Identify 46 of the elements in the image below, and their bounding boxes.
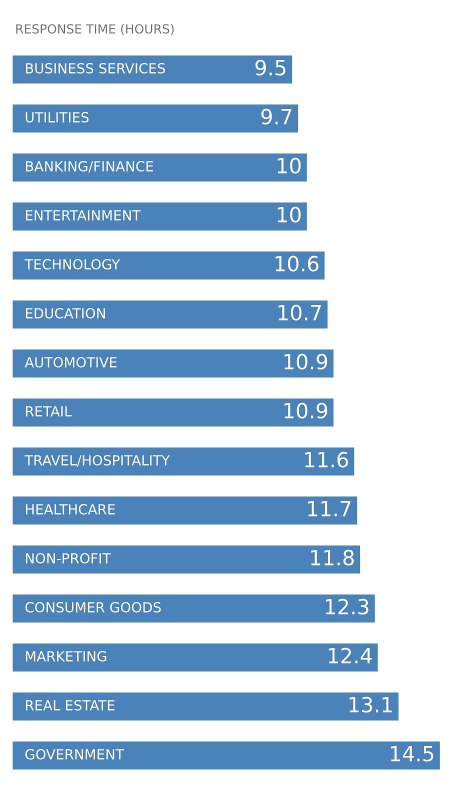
y-tick-label: NON-PROFIT <box>26 553 111 564</box>
data-label: 9.5 <box>255 60 286 76</box>
bar <box>12 348 335 379</box>
bar <box>12 495 359 526</box>
data-label: 11.8 <box>311 550 354 566</box>
data-label: 14.5 <box>390 746 434 762</box>
bar <box>12 544 362 575</box>
bar <box>12 54 294 85</box>
y-tick-label: GOVERNMENT <box>25 749 124 760</box>
chart-title: RESPONSE TIME (HOURS) <box>16 24 174 36</box>
y-tick-label: CONSUMER GOODS <box>25 602 161 613</box>
data-label: 13.1 <box>350 696 392 713</box>
y-tick-label: TECHNOLOGY <box>24 259 120 270</box>
data-label: 11.7 <box>308 501 350 516</box>
bar <box>12 642 380 673</box>
bar <box>12 299 329 330</box>
data-label: 10.9 <box>284 402 328 419</box>
y-tick-label: BUSINESS SERVICES <box>26 63 166 74</box>
y-tick-label: HEALTHCARE <box>26 504 115 515</box>
bar <box>12 593 376 624</box>
data-label: 9.7 <box>261 108 292 125</box>
bar <box>12 201 308 232</box>
y-tick-label: REAL ESTATE <box>26 700 114 711</box>
bar <box>12 152 308 183</box>
y-tick-label: MARKETING <box>26 651 106 662</box>
data-label: 10.6 <box>276 256 318 272</box>
data-label: 10 <box>278 158 301 174</box>
y-tick-label: ENTERTAINMENT <box>26 210 141 220</box>
data-label: 12.3 <box>326 598 368 615</box>
y-tick-label: EDUCATION <box>26 308 105 319</box>
y-tick-label: AUTOMOTIVE <box>24 357 117 368</box>
bar <box>12 250 326 281</box>
y-tick-label: TRAVEL/HOSPITALITY <box>24 455 170 467</box>
data-label: 12.4 <box>328 648 372 664</box>
bar <box>12 691 400 722</box>
y-tick-label: BANKING/FINANCE <box>26 161 154 173</box>
bar <box>12 740 442 771</box>
bar <box>12 397 335 428</box>
bar <box>12 103 300 134</box>
data-label: 11.6 <box>305 452 348 468</box>
data-label: 10.7 <box>278 304 321 321</box>
data-label: 10.9 <box>284 354 328 370</box>
y-tick-label: RETAIL <box>26 406 72 416</box>
data-label: 10 <box>278 206 301 223</box>
y-tick-label: UTILITIES <box>26 112 89 123</box>
bar <box>12 446 356 477</box>
